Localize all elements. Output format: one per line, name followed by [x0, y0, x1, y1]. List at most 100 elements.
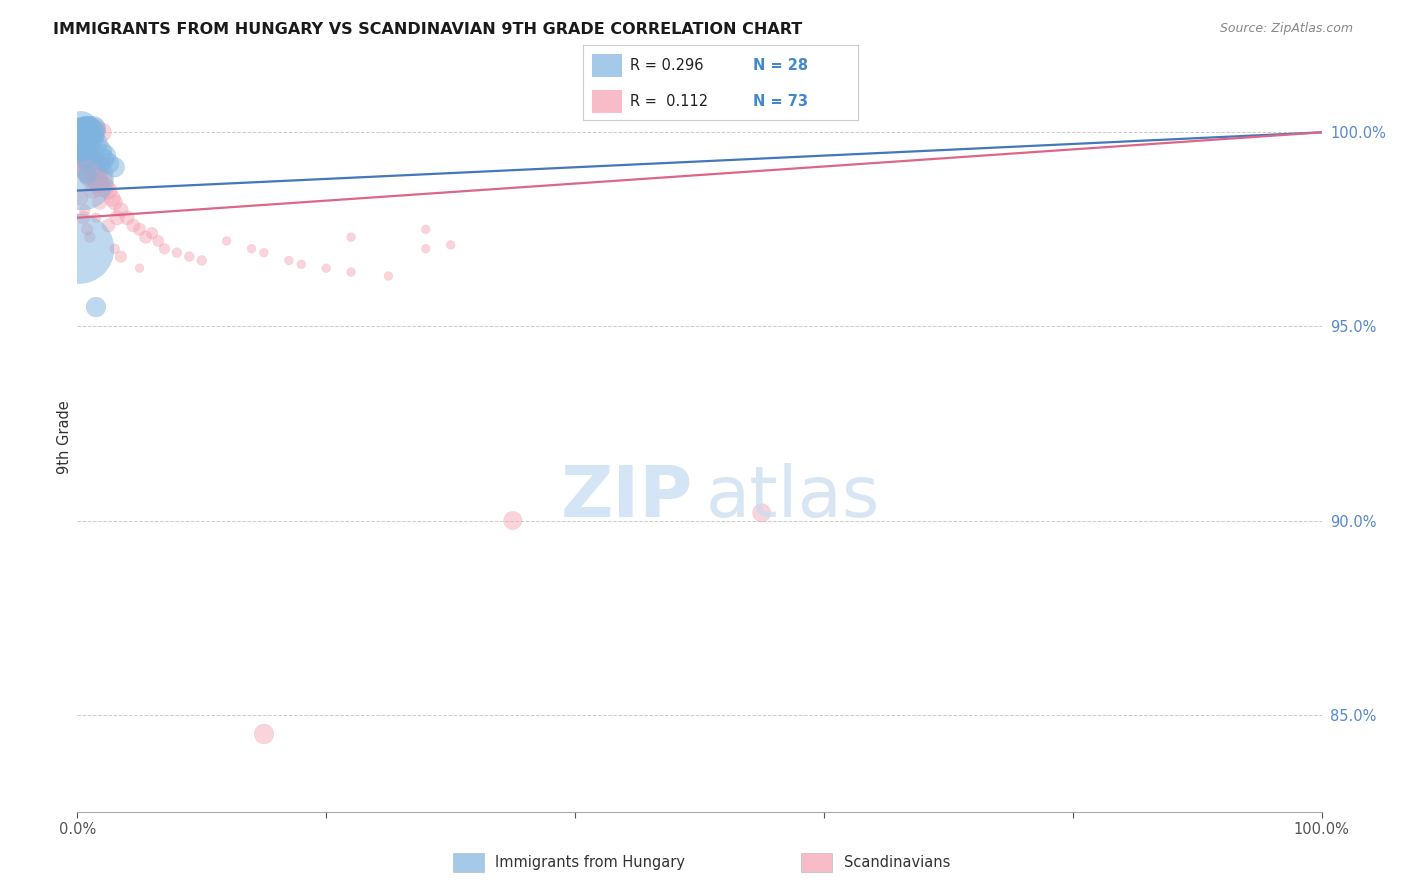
Point [72, 172, 94, 186]
Point [76, 222, 98, 236]
Point [135, 230, 157, 244]
Point [75, 121, 97, 136]
Point [253, 727, 276, 741]
Point [122, 219, 145, 233]
Text: N = 28: N = 28 [754, 58, 808, 73]
Point [72, 121, 94, 136]
Text: Source: ZipAtlas.com: Source: ZipAtlas.com [1219, 22, 1353, 36]
Point [253, 245, 276, 260]
Point [83, 156, 105, 170]
Point [75, 153, 97, 167]
Point [440, 238, 463, 252]
Text: atlas: atlas [706, 463, 880, 532]
Text: R =  0.112: R = 0.112 [630, 94, 709, 109]
Point [72, 129, 94, 144]
Point [73, 129, 96, 144]
Point [72, 125, 94, 139]
Point [93, 179, 115, 194]
Point [84, 211, 107, 225]
Point [80, 164, 103, 178]
Point [153, 242, 176, 256]
Point [91, 172, 114, 186]
Text: R = 0.296: R = 0.296 [630, 58, 703, 73]
Point [141, 227, 163, 241]
Point [240, 242, 263, 256]
Point [97, 219, 120, 233]
Bar [592, 54, 621, 78]
Point [70, 191, 93, 205]
Point [277, 253, 299, 268]
Point [77, 121, 100, 136]
Point [104, 195, 127, 210]
Point [89, 195, 111, 210]
Point [377, 268, 399, 283]
Point [82, 168, 104, 182]
Text: ZIP: ZIP [561, 463, 693, 532]
Point [70, 133, 93, 147]
Text: IMMIGRANTS FROM HUNGARY VS SCANDINAVIAN 9TH GRADE CORRELATION CHART: IMMIGRANTS FROM HUNGARY VS SCANDINAVIAN … [53, 22, 803, 37]
Point [84, 121, 107, 136]
Point [69, 133, 91, 147]
Point [75, 133, 97, 147]
Point [91, 125, 114, 139]
Point [77, 168, 100, 182]
Point [751, 506, 773, 520]
Point [166, 245, 188, 260]
Point [128, 222, 150, 236]
Point [340, 230, 363, 244]
Point [93, 148, 115, 162]
Point [128, 261, 150, 276]
Point [415, 242, 437, 256]
Point [76, 168, 98, 182]
Point [340, 265, 363, 279]
Text: N = 73: N = 73 [754, 94, 808, 109]
Point [110, 202, 132, 217]
Point [76, 121, 98, 136]
Point [67, 242, 90, 256]
Point [105, 211, 128, 225]
Point [148, 234, 170, 248]
Point [80, 133, 103, 147]
Point [72, 125, 94, 139]
Point [86, 172, 108, 186]
Point [104, 242, 127, 256]
Point [72, 153, 94, 167]
Point [76, 125, 98, 139]
Point [72, 145, 94, 159]
Point [82, 125, 104, 139]
Point [72, 145, 94, 159]
Point [73, 125, 96, 139]
Point [73, 202, 96, 217]
Point [79, 129, 101, 144]
Point [72, 164, 94, 178]
Point [110, 250, 132, 264]
Point [69, 129, 91, 144]
Point [84, 164, 107, 178]
Point [84, 300, 107, 314]
Point [83, 121, 105, 136]
Point [97, 156, 120, 170]
Point [75, 125, 97, 139]
Point [72, 211, 94, 225]
Point [89, 145, 111, 159]
Point [69, 145, 91, 159]
Point [315, 261, 337, 276]
Text: Immigrants from Hungary: Immigrants from Hungary [495, 855, 685, 870]
Point [215, 234, 238, 248]
Point [104, 161, 127, 175]
Point [79, 129, 101, 144]
Point [191, 253, 214, 268]
Point [76, 153, 98, 167]
Point [75, 148, 97, 162]
Point [79, 161, 101, 175]
Point [72, 141, 94, 155]
Y-axis label: 9th Grade: 9th Grade [56, 401, 72, 474]
Point [415, 222, 437, 236]
Point [84, 136, 107, 151]
Point [115, 211, 138, 225]
Point [70, 136, 93, 151]
Point [89, 179, 111, 194]
Text: Scandinavians: Scandinavians [844, 855, 950, 870]
Point [83, 161, 105, 175]
Point [77, 156, 100, 170]
